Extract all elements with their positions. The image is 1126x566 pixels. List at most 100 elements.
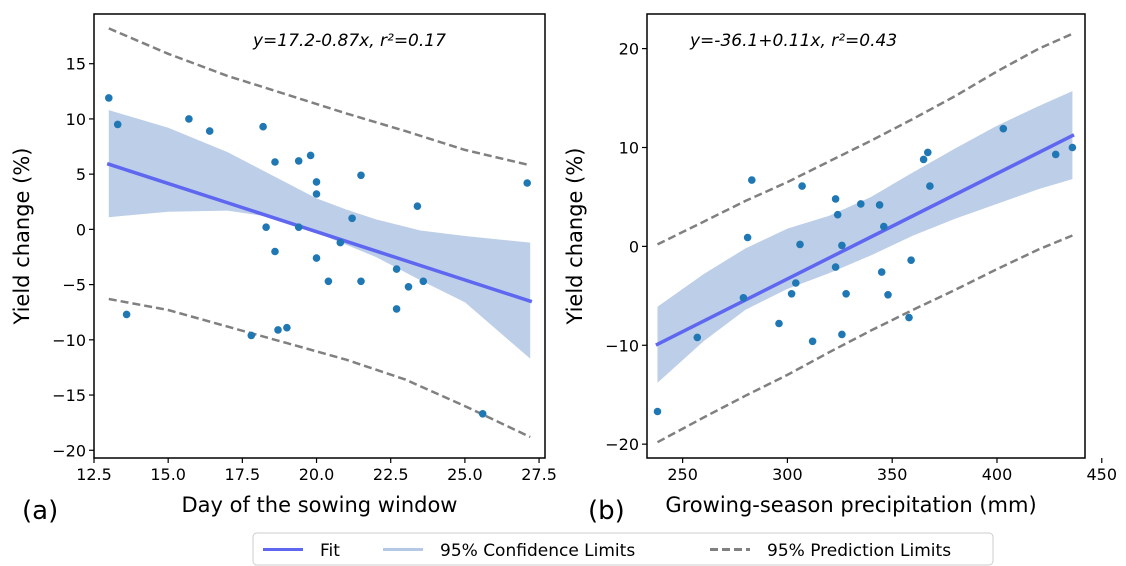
data-point-a bbox=[312, 190, 321, 198]
ticks-a: 12.5 15.0 17.5 20.0 22.5 25.0 27.5 −20 −15 −10 −5 0… bbox=[52, 55, 557, 484]
x-tick-label-a: 22.5 bbox=[373, 465, 409, 484]
x-tick-label-a: 12.5 bbox=[76, 465, 112, 484]
y-tick-label-a: −10 bbox=[52, 331, 86, 350]
data-point-b bbox=[926, 182, 934, 190]
data-point-b bbox=[796, 240, 804, 249]
data-point-b bbox=[775, 319, 783, 328]
data-point-a bbox=[294, 157, 303, 165]
data-point-b bbox=[787, 290, 796, 298]
x-tick-label-b: 300 bbox=[772, 465, 803, 484]
data-point-b bbox=[831, 195, 840, 203]
y-tick-label-b: 20 bbox=[619, 40, 639, 59]
data-point-a bbox=[312, 254, 321, 262]
data-point-b bbox=[831, 263, 840, 271]
data-point-b bbox=[739, 294, 748, 302]
x-tick-label-b: 400 bbox=[982, 465, 1013, 484]
data-point-a bbox=[348, 214, 356, 223]
data-point-a bbox=[205, 127, 214, 135]
data-point-a bbox=[357, 171, 365, 180]
plot-frame-b bbox=[646, 13, 1086, 459]
prediction-lower-line-b bbox=[656, 234, 1073, 444]
data-point-b bbox=[693, 333, 702, 342]
data-point-b bbox=[1068, 143, 1077, 152]
data-point-a bbox=[336, 238, 345, 247]
confidence-band-a bbox=[108, 110, 531, 359]
fit-line-a bbox=[106, 162, 533, 304]
y-tick-label-b: −10 bbox=[605, 336, 639, 355]
y-tick-label-a: −15 bbox=[52, 386, 86, 405]
prediction-upper-line-a bbox=[108, 27, 531, 167]
data-point-a bbox=[262, 223, 270, 231]
data-point-a bbox=[113, 120, 122, 129]
confidence-band-b bbox=[657, 91, 1073, 383]
data-point-a bbox=[185, 115, 193, 123]
legend-confidence-label: 95% Confidence Limits bbox=[440, 541, 635, 561]
data-point-b bbox=[999, 124, 1008, 133]
legend-prediction-label: 95% Prediction Limits bbox=[767, 541, 951, 561]
x-tick-label-b: 350 bbox=[877, 465, 908, 484]
data-point-b bbox=[884, 291, 892, 299]
data-point-a bbox=[404, 283, 413, 291]
x-axis-label-a: Day of the sowing window bbox=[182, 493, 458, 517]
y-tick-label-a: 10 bbox=[66, 110, 86, 129]
confidence-band-a bbox=[108, 110, 531, 359]
data-point-a bbox=[283, 323, 291, 332]
data-point-a bbox=[247, 331, 256, 340]
data-point-b bbox=[880, 222, 888, 231]
plot-frame-b bbox=[646, 13, 1086, 459]
chart-panel-b: 250 300 350 400 450 −20 −10 0 10 20 y=-36.1+0.11x… bbox=[563, 13, 1117, 526]
x-tick-label-a: 17.5 bbox=[225, 465, 261, 484]
data-point-b bbox=[905, 313, 913, 322]
y-axis-label-a: Yield change (%) bbox=[10, 148, 34, 326]
data-point-a bbox=[419, 277, 428, 286]
data-point-a bbox=[274, 326, 282, 334]
data-points-b bbox=[653, 124, 1077, 416]
fit-line-b bbox=[655, 133, 1075, 347]
data-point-b bbox=[919, 155, 928, 164]
confidence-band-b bbox=[657, 91, 1073, 383]
data-point-b bbox=[838, 330, 846, 339]
y-tick-label-a: −5 bbox=[62, 276, 86, 295]
data-point-a bbox=[392, 265, 401, 273]
data-point-a bbox=[324, 277, 333, 286]
x-tick-label-a: 15.0 bbox=[150, 465, 186, 484]
data-point-b bbox=[748, 176, 756, 184]
data-point-a bbox=[478, 410, 487, 418]
equation-label-a: y=17.2-0.87x, r²=0.17 bbox=[252, 31, 446, 51]
data-point-a bbox=[312, 178, 321, 186]
plot-frame-a bbox=[93, 13, 546, 459]
data-point-b bbox=[808, 337, 817, 346]
data-point-a bbox=[306, 151, 315, 160]
y-axis-label-b: Yield change (%) bbox=[563, 148, 587, 326]
y-tick-label-a: 5 bbox=[76, 165, 86, 184]
y-tick-label-b: 10 bbox=[619, 138, 639, 157]
y-tick-label-a: 15 bbox=[66, 55, 86, 74]
data-point-a bbox=[259, 122, 267, 131]
x-tick-label-a: 25.0 bbox=[447, 465, 483, 484]
data-point-b bbox=[924, 148, 932, 157]
panel-label-a: (a) bbox=[22, 496, 58, 526]
y-tick-label-a: 0 bbox=[76, 220, 86, 239]
data-point-a bbox=[357, 277, 365, 286]
data-point-b bbox=[857, 200, 865, 208]
equation-label-b: y=-36.1+0.11x, r²=0.43 bbox=[689, 31, 897, 51]
data-point-b bbox=[653, 407, 662, 416]
x-tick-label-a: 27.5 bbox=[521, 465, 557, 484]
data-point-a bbox=[271, 247, 279, 256]
data-point-b bbox=[842, 290, 850, 298]
data-point-a bbox=[392, 305, 401, 313]
data-point-b bbox=[877, 268, 886, 276]
panel-label-b: (b) bbox=[588, 496, 625, 526]
legend-box bbox=[252, 532, 994, 566]
data-point-a bbox=[105, 94, 113, 102]
legend-fit-label: Fit bbox=[320, 541, 340, 561]
data-point-b bbox=[838, 241, 846, 250]
data-points-a bbox=[105, 94, 531, 418]
x-tick-label-b: 450 bbox=[1086, 465, 1117, 484]
data-point-b bbox=[798, 182, 806, 190]
fit-line-a bbox=[106, 162, 533, 304]
y-tick-label-b: −20 bbox=[605, 435, 639, 454]
data-point-a bbox=[413, 202, 422, 210]
plot-frame-a bbox=[93, 13, 546, 459]
